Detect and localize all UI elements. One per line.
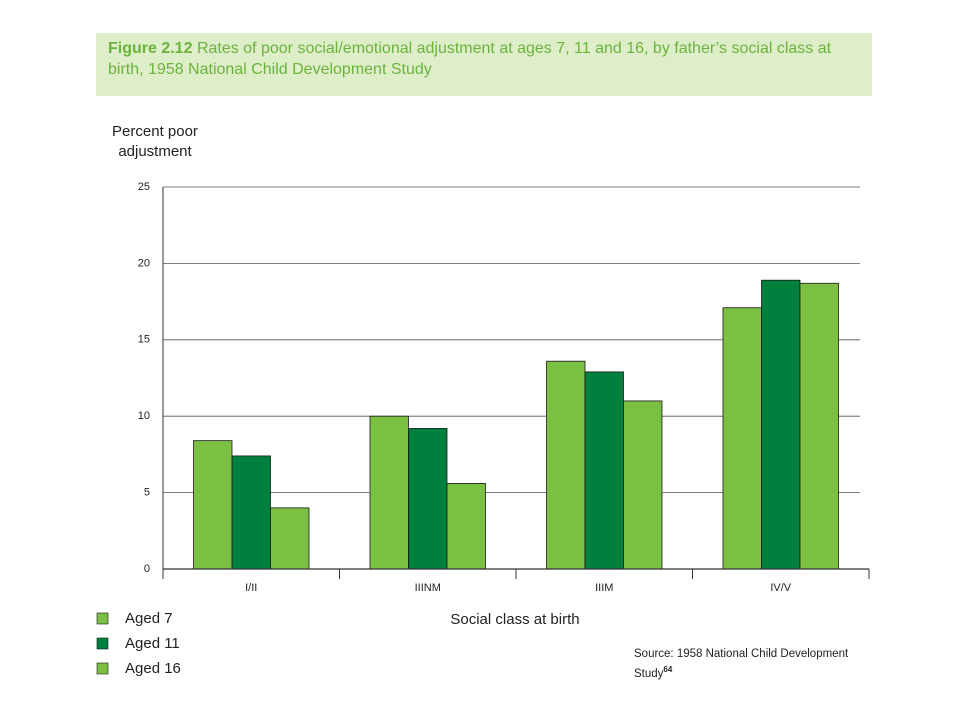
y-tick-label: 10 bbox=[138, 410, 150, 422]
legend-swatch bbox=[96, 662, 109, 675]
x-tick-label: IIINM bbox=[415, 582, 441, 594]
bar bbox=[799, 282, 839, 570]
x-axis-title: Social class at birth bbox=[450, 611, 579, 628]
legend-label: Aged 7 bbox=[125, 610, 173, 627]
bar bbox=[231, 455, 271, 570]
legend-label: Aged 11 bbox=[125, 635, 180, 652]
bar bbox=[722, 307, 762, 570]
chart-title: Rates of poor social/emotional adjustmen… bbox=[108, 40, 832, 78]
legend-swatch bbox=[96, 637, 109, 650]
bar bbox=[193, 440, 233, 570]
source-text: Source: 1958 National Child Development … bbox=[634, 648, 849, 680]
y-tick-label: 25 bbox=[138, 181, 150, 193]
y-tick-label: 5 bbox=[144, 487, 150, 499]
y-tick-label: 15 bbox=[138, 334, 150, 346]
x-tick-label: IV/V bbox=[770, 582, 791, 594]
bar bbox=[761, 279, 801, 570]
bar bbox=[408, 428, 448, 570]
source: Source: 1958 National Child Development … bbox=[634, 647, 884, 682]
x-tick-label: I/II bbox=[245, 582, 257, 594]
bar bbox=[369, 415, 409, 570]
source-ref: 64 bbox=[663, 665, 673, 674]
title-text: Figure 2.12 Rates of poor social/emotion… bbox=[108, 33, 860, 80]
y-tick-label: 0 bbox=[144, 563, 150, 575]
bar bbox=[623, 400, 663, 570]
y-axis-title: Percent poor adjustment bbox=[112, 123, 198, 160]
bar bbox=[446, 483, 486, 570]
y-tick-label: 20 bbox=[138, 257, 150, 269]
legend-swatch bbox=[96, 612, 109, 625]
bar bbox=[584, 371, 624, 570]
title-box: Figure 2.12 Rates of poor social/emotion… bbox=[96, 33, 872, 96]
x-tick-label: IIIM bbox=[595, 582, 613, 594]
legend-label: Aged 16 bbox=[125, 660, 181, 677]
bar bbox=[270, 507, 310, 570]
figure-label: Figure 2.12 bbox=[108, 40, 193, 57]
bar bbox=[546, 360, 586, 570]
